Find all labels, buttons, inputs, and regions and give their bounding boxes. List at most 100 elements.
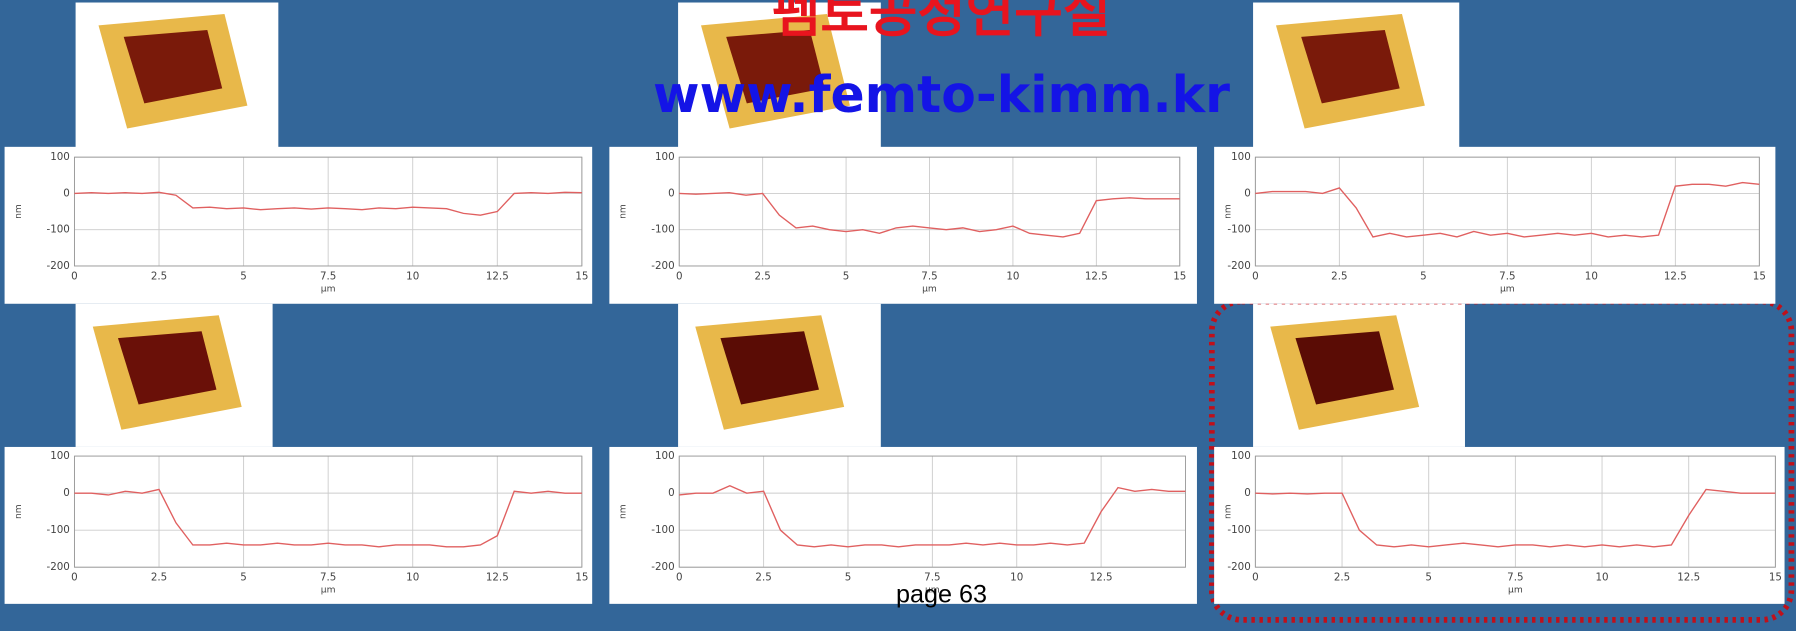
afm-thumbnail [1253, 2, 1460, 150]
x-tick-label: 2.5 [151, 572, 167, 584]
x-tick-label: 10 [406, 270, 419, 282]
chart-panel [609, 446, 1197, 604]
chart-panel [609, 146, 1197, 304]
x-tick-label: 7.5 [320, 270, 336, 282]
x-tick-label: 15 [1753, 270, 1766, 282]
x-axis-label: μm [1508, 585, 1523, 596]
x-tick-label: 2.5 [1334, 572, 1350, 584]
x-tick-label: 5 [240, 572, 247, 584]
y-axis-label: nm [1222, 204, 1233, 219]
x-tick-label: 2.5 [754, 270, 770, 282]
y-tick-label: 100 [655, 450, 675, 462]
x-tick-label: 15 [575, 270, 588, 282]
page-number: page 63 [896, 580, 987, 608]
y-tick-label: 100 [1231, 450, 1251, 462]
plot-frame [1254, 455, 1776, 568]
y-tick-label: 0 [1244, 487, 1251, 499]
y-axis-label: nm [1222, 504, 1233, 519]
afm-thumbnail [75, 303, 273, 447]
y-tick-label: -200 [46, 260, 69, 272]
profile-chart: -200 -100 0 100 0 2.5 5 7.5 10 12.5 15 μm nm [4, 446, 593, 604]
y-tick-label: -100 [46, 524, 69, 536]
x-axis-label: μm [321, 585, 336, 596]
x-tick-label: 7.5 [1507, 572, 1523, 584]
profile-line [1255, 181, 1760, 238]
profile-line [74, 488, 582, 548]
x-tick-label: 12.5 [486, 572, 509, 584]
x-tick-label: 12.5 [1664, 270, 1687, 282]
profile-line [679, 192, 1180, 238]
x-tick-label: 10 [1006, 270, 1019, 282]
chart-panel [1214, 146, 1776, 304]
x-tick-label: 15 [1173, 270, 1186, 282]
x-tick-label: 0 [71, 572, 78, 584]
y-tick-label: -100 [1227, 524, 1250, 536]
lab-url: www.femto-kimm.kr [653, 65, 1230, 124]
x-tick-label: 0 [1252, 270, 1259, 282]
y-tick-label: 0 [63, 187, 70, 199]
x-tick-label: 0 [676, 572, 683, 584]
chart-panel [1214, 446, 1785, 604]
y-tick-label: -200 [651, 561, 674, 573]
afm-thumbnail [75, 2, 279, 150]
afm-thumbnail [678, 303, 881, 447]
x-tick-label: 15 [1769, 572, 1782, 584]
x-tick-label: 2.5 [1331, 270, 1347, 282]
x-tick-label: 5 [240, 270, 247, 282]
x-tick-label: 7.5 [1499, 270, 1515, 282]
x-tick-label: 5 [1420, 270, 1427, 282]
y-tick-label: 0 [668, 187, 675, 199]
x-tick-label: 7.5 [320, 572, 336, 584]
profile-chart: -200 -100 0 100 0 2.5 5 7.5 10 12.5 15 μm nm [1214, 146, 1776, 304]
y-tick-label: 100 [50, 151, 70, 163]
y-tick-label: -200 [651, 260, 674, 272]
y-tick-label: -100 [46, 224, 69, 236]
lab-title: 펨토공정연구실 [772, 0, 1111, 44]
y-axis-label: nm [13, 204, 24, 219]
y-tick-label: 0 [63, 487, 70, 499]
y-tick-label: 0 [1244, 187, 1251, 199]
x-tick-label: 0 [1252, 572, 1259, 584]
x-tick-label: 0 [676, 270, 683, 282]
x-axis-label: μm [321, 283, 336, 294]
y-tick-label: -100 [1227, 224, 1250, 236]
x-axis-label: μm [925, 585, 940, 596]
x-axis-label: μm [922, 283, 937, 294]
x-tick-label: 7.5 [924, 572, 940, 584]
y-tick-label: 100 [50, 450, 70, 462]
y-tick-label: -100 [651, 224, 674, 236]
x-tick-label: 10 [1010, 572, 1023, 584]
x-tick-label: 7.5 [921, 270, 937, 282]
plot-frame [678, 156, 1181, 267]
x-tick-label: 10 [406, 572, 419, 584]
x-tick-label: 2.5 [755, 572, 771, 584]
plot-frame [73, 455, 583, 568]
y-axis-label: nm [618, 504, 629, 519]
y-tick-label: 100 [655, 151, 675, 163]
x-tick-label: 5 [845, 572, 852, 584]
chart-panel [4, 146, 593, 304]
profile-chart: -200 -100 0 100 0 2.5 5 7.5 10 12.5 15 μm nm [4, 146, 593, 304]
x-tick-label: 10 [1585, 270, 1598, 282]
x-axis-label: μm [1500, 283, 1515, 294]
x-tick-label: 12.5 [1090, 572, 1113, 584]
x-tick-label: 0 [71, 270, 78, 282]
profile-line [679, 484, 1186, 548]
profile-chart: -200 -100 0 100 0 2.5 5 7.5 10 12.5 μm nm [609, 446, 1197, 604]
x-tick-label: 12.5 [486, 270, 509, 282]
x-tick-label: 12.5 [1085, 270, 1108, 282]
y-tick-label: -100 [651, 524, 674, 536]
y-axis-label: nm [13, 504, 24, 519]
y-tick-label: 100 [1231, 151, 1251, 163]
chart-panel [4, 446, 593, 604]
y-tick-label: -200 [46, 561, 69, 573]
y-axis-label: nm [618, 204, 629, 219]
thumbnails [75, 2, 1465, 447]
x-tick-label: 2.5 [151, 270, 167, 282]
y-tick-label: -200 [1227, 561, 1250, 573]
x-tick-label: 15 [575, 572, 588, 584]
afm-thumbnail [1253, 303, 1465, 447]
profile-chart: -200 -100 0 100 0 2.5 5 7.5 10 12.5 15 μm nm [609, 146, 1197, 304]
